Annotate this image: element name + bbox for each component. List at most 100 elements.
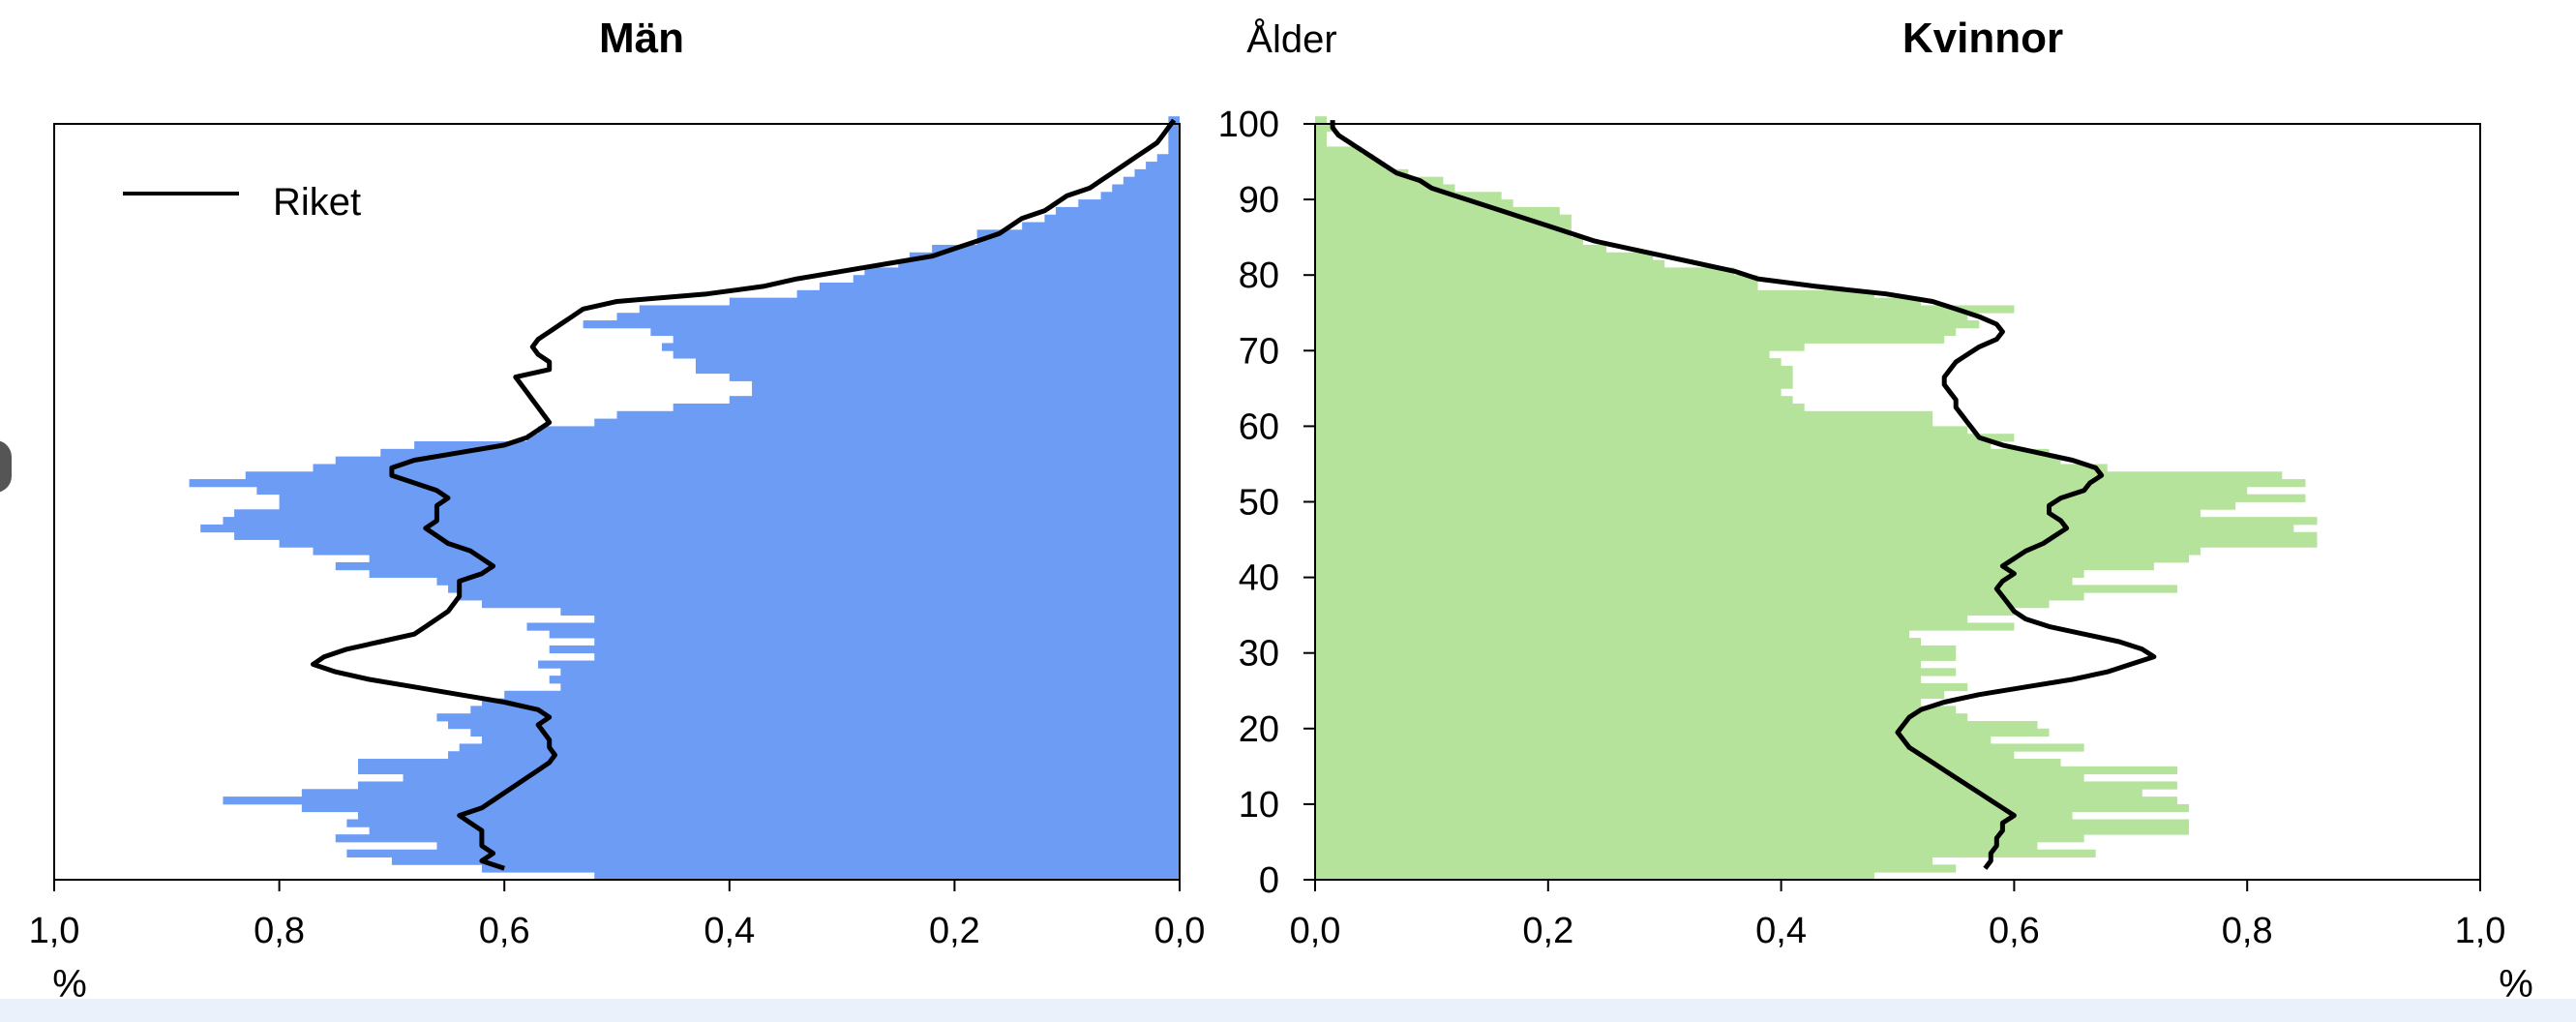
title-age: Ålder	[1246, 17, 1336, 61]
women-bars	[1315, 116, 2318, 881]
men-x-unit: %	[52, 963, 87, 999]
bar-age-45	[1315, 531, 2318, 540]
bar-age-24	[504, 690, 1180, 699]
bar-age-42	[369, 555, 1180, 563]
bar-age-78	[1315, 283, 1758, 291]
bar-age-88	[1315, 206, 1560, 216]
bar-age-84	[1315, 237, 1583, 246]
bar-age-31	[1315, 638, 1922, 646]
bar-age-82	[1315, 252, 1654, 260]
age-tick-label: 40	[1239, 558, 1279, 599]
bar-age-33	[1315, 622, 2015, 631]
bar-age-62	[673, 403, 1180, 412]
men-riket-line	[311, 118, 1177, 871]
bar-age-51	[256, 486, 1181, 496]
bar-age-60	[1315, 418, 1933, 427]
bar-age-68	[1315, 358, 1782, 367]
bar-age-87	[1044, 214, 1180, 223]
bar-age-69	[673, 350, 1180, 359]
bar-age-20	[1315, 720, 2038, 730]
bar-age-7	[346, 819, 1180, 827]
bar-age-85	[976, 229, 1180, 238]
bar-age-95	[1315, 154, 1374, 163]
bar-age-15	[358, 759, 1180, 767]
bar-age-69	[1315, 350, 1770, 359]
bar-age-66	[729, 373, 1180, 381]
bar-age-23	[1315, 698, 1922, 706]
bar-age-64	[1315, 388, 1782, 397]
bar-age-97	[1315, 138, 1328, 147]
bar-age-1	[481, 864, 1180, 873]
bar-age-98	[1168, 131, 1180, 140]
bar-age-19	[1315, 728, 2050, 737]
bar-age-47	[1315, 517, 2318, 526]
bar-age-82	[909, 252, 1180, 260]
bar-age-70	[1315, 343, 1805, 351]
bar-age-15	[1315, 759, 2061, 767]
bar-age-74	[616, 313, 1180, 321]
bar-age-28	[1315, 660, 1922, 669]
bar-age-47	[223, 517, 1180, 526]
bar-age-86	[1022, 222, 1180, 230]
bar-age-40	[369, 569, 1180, 578]
x-tick-label: 0,6	[1989, 911, 2040, 951]
bar-age-76	[1315, 297, 1922, 306]
bar-age-57	[414, 441, 1180, 450]
bar-age-75	[1315, 305, 2015, 314]
men-panel: 1,0 0,8 0,6 0,4 0,2 0,0 % Riket	[29, 116, 1205, 999]
bar-age-30	[1315, 645, 1957, 654]
bar-age-43	[313, 547, 1180, 556]
x-tick-label: 0,2	[929, 911, 980, 951]
bar-age-19	[470, 728, 1180, 737]
bar-age-90	[1315, 192, 1502, 200]
age-tick-label: 30	[1239, 634, 1279, 675]
bar-age-72	[650, 327, 1180, 337]
bar-age-0	[1315, 872, 1874, 881]
bar-age-41	[1315, 561, 2154, 571]
bar-age-50	[1315, 494, 2306, 502]
bar-age-43	[1315, 547, 2202, 556]
bar-age-9	[301, 803, 1180, 813]
x-tick-label: 1,0	[2455, 911, 2506, 951]
bar-age-63	[1315, 396, 1793, 405]
bar-age-92	[1123, 176, 1180, 185]
x-tick-label: 0,4	[704, 911, 755, 951]
title-men: Män	[599, 15, 684, 62]
bar-age-67	[695, 365, 1180, 375]
bar-age-17	[459, 743, 1180, 752]
x-tick-label: 0,8	[254, 911, 305, 951]
women-plot-frame	[1314, 123, 2481, 881]
bar-age-3	[1315, 849, 2096, 857]
bar-age-6	[369, 827, 1180, 835]
bar-age-35	[560, 607, 1180, 616]
bar-age-53	[245, 471, 1180, 480]
scroll-handle[interactable]	[0, 440, 12, 493]
bar-age-91	[1112, 184, 1180, 193]
bar-age-36	[1315, 600, 2050, 609]
bar-age-6	[1315, 827, 2189, 835]
women-riket-line	[1330, 120, 2157, 870]
bar-age-49	[1315, 501, 2236, 510]
bar-age-59	[1315, 426, 1968, 435]
bar-age-34	[1315, 615, 1968, 623]
bar-age-84	[976, 237, 1180, 246]
x-tick-label: 0,4	[1755, 911, 1807, 951]
bar-age-79	[1315, 275, 1758, 284]
bar-age-7	[1315, 819, 2189, 827]
bar-age-54	[313, 464, 1180, 472]
bar-age-18	[1315, 736, 1992, 744]
bar-age-85	[1315, 229, 1572, 238]
bar-age-83	[1315, 244, 1606, 254]
bar-age-9	[1315, 803, 2189, 813]
age-tick-label: 90	[1239, 180, 1279, 221]
bar-age-12	[1315, 781, 2177, 790]
bar-age-89	[1315, 199, 1513, 208]
bar-age-10	[1315, 797, 2177, 805]
bar-age-67	[1315, 365, 1793, 375]
bar-age-27	[560, 668, 1180, 676]
bar-age-100	[1315, 116, 1328, 125]
bar-age-70	[662, 343, 1180, 351]
bar-age-52	[1315, 479, 2306, 488]
bar-age-0	[594, 872, 1180, 881]
bar-age-91	[1315, 184, 1455, 193]
